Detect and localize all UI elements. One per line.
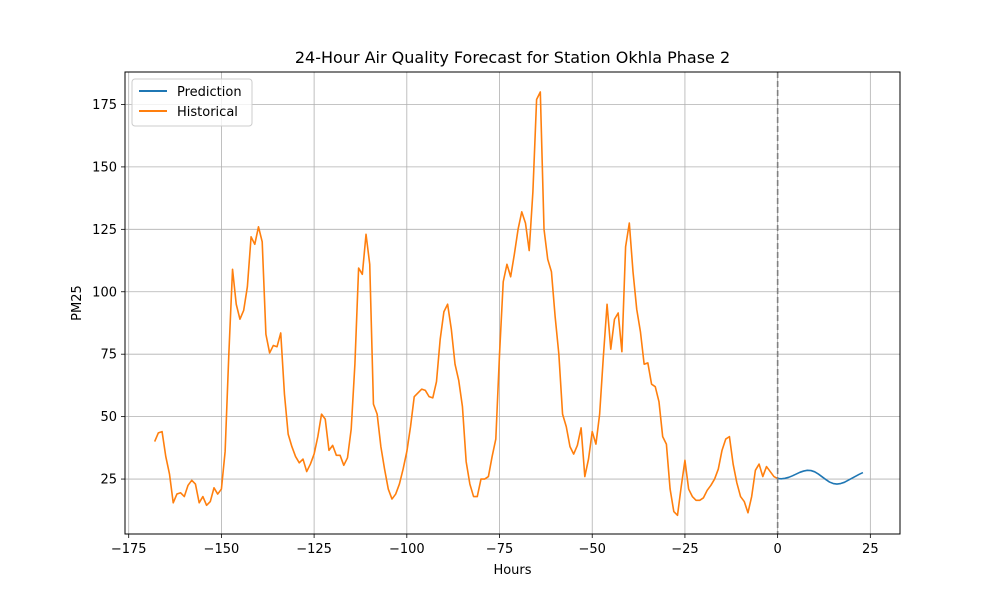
x-tick-label: −150 <box>204 542 240 557</box>
series-line-historical <box>153 91 779 517</box>
x-tick-label: −50 <box>579 542 606 557</box>
y-axis-label: PM25 <box>70 285 85 321</box>
x-tick-label: −175 <box>111 542 147 557</box>
y-tick-label: 150 <box>92 160 117 175</box>
y-tick-label: 75 <box>100 348 117 363</box>
plot-area-frame <box>124 71 901 535</box>
series-layer <box>153 91 864 517</box>
legend: Prediction Historical <box>131 78 253 127</box>
y-tick-label: 50 <box>100 410 117 425</box>
x-tick-label: −75 <box>486 542 513 557</box>
x-tick-label: 0 <box>773 542 781 557</box>
x-axis-ticks: −175 −150 −125 −100 −75 −50 −25 0 25 <box>111 534 879 557</box>
y-tick-label: 25 <box>100 473 117 488</box>
x-tick-label: −125 <box>296 542 332 557</box>
chart-title: 24-Hour Air Quality Forecast for Station… <box>295 48 730 67</box>
legend-label-prediction: Prediction <box>177 85 242 100</box>
y-tick-label: 175 <box>92 98 117 113</box>
legend-label-historical: Historical <box>177 105 238 120</box>
x-tick-label: −100 <box>389 542 425 557</box>
x-axis-label: Hours <box>493 563 531 578</box>
series-line-prediction <box>777 469 864 485</box>
y-tick-label: 100 <box>92 285 117 300</box>
y-tick-label: 125 <box>92 223 117 238</box>
x-tick-label: 25 <box>862 542 879 557</box>
y-axis-ticks: 25 50 75 100 125 150 175 <box>92 98 125 488</box>
x-tick-label: −25 <box>671 542 698 557</box>
